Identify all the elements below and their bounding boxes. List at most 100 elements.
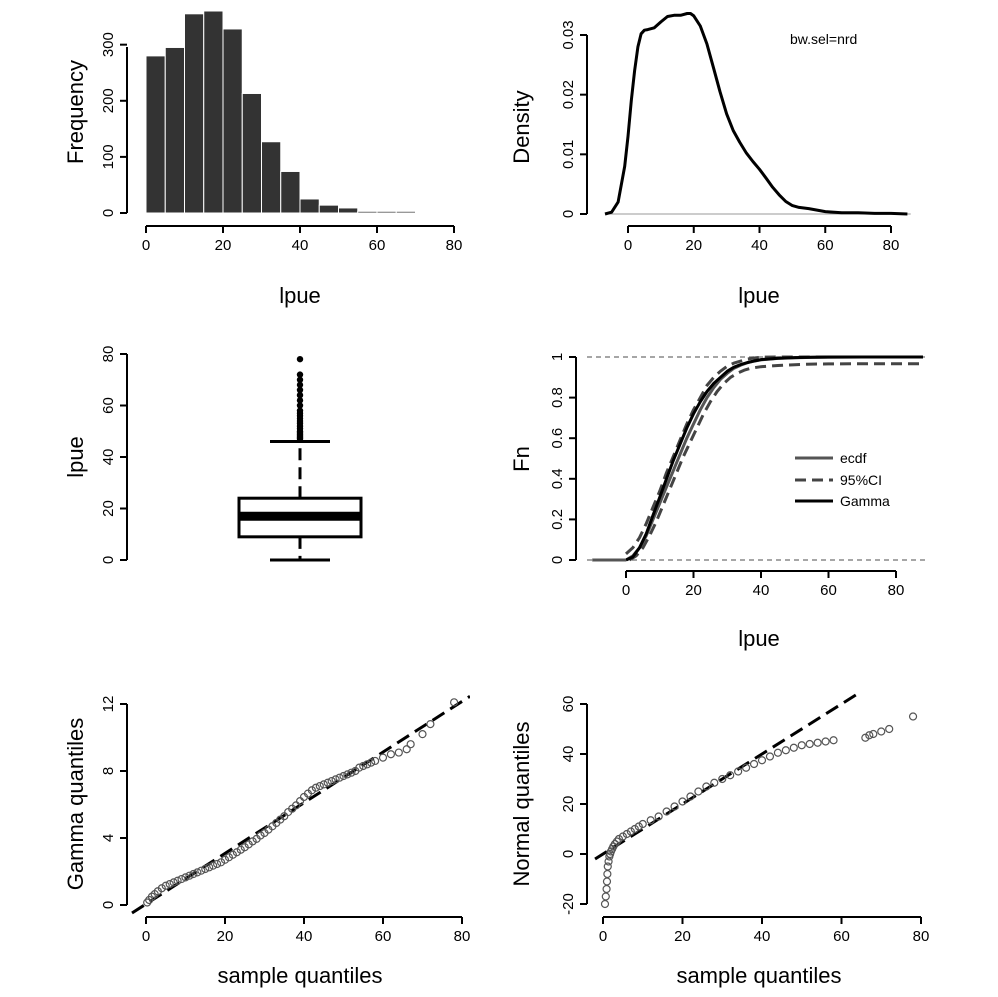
boxplot-panel: 0 20 40 60 80 lpue bbox=[63, 346, 363, 564]
outlier-point bbox=[296, 397, 304, 404]
y-tick-label: 40 bbox=[560, 746, 577, 763]
y-tick-label: 0 bbox=[549, 556, 566, 564]
x-tick-label: 60 bbox=[817, 237, 834, 254]
qq-point bbox=[343, 770, 352, 779]
histogram-bar bbox=[145, 55, 166, 214]
qq-point bbox=[757, 756, 767, 765]
x-tick-label: 0 bbox=[142, 928, 150, 945]
y-tick-label: 100 bbox=[100, 144, 117, 169]
y-tick-label: 60 bbox=[100, 397, 117, 414]
legend-label: Gamma bbox=[840, 493, 890, 509]
y-tick-label: 8 bbox=[100, 767, 117, 775]
qq-point bbox=[601, 892, 610, 901]
qq-point bbox=[789, 743, 798, 752]
qq-point bbox=[686, 792, 695, 801]
qq-point bbox=[147, 892, 157, 901]
qq-point bbox=[209, 861, 218, 870]
x-tick-label: 0 bbox=[599, 928, 607, 945]
qq-point bbox=[781, 746, 790, 755]
qq-point bbox=[371, 756, 380, 766]
histogram-bar bbox=[376, 210, 397, 214]
qq-point bbox=[603, 862, 612, 871]
normal-qq-panel: 0 20 40 60 80 -20 0 20 40 60 sample quantiles Norma… bbox=[509, 690, 929, 988]
qq-point bbox=[877, 727, 886, 736]
y-tick-label: 1 bbox=[549, 353, 566, 361]
qq-point bbox=[426, 719, 435, 729]
ecdf-series-solid-black bbox=[625, 355, 923, 562]
qq-point bbox=[749, 759, 759, 769]
x-tick-label: 60 bbox=[369, 237, 386, 254]
qq-point bbox=[394, 748, 403, 757]
density-curve bbox=[604, 12, 908, 216]
histogram-panel: 0 20 40 60 80 0 100 200 300 lpue Frequency bbox=[63, 10, 463, 308]
qq-point bbox=[773, 748, 783, 757]
qq-point bbox=[418, 730, 427, 739]
y-tick-label: 0.4 bbox=[549, 468, 566, 489]
qq-point bbox=[797, 741, 806, 750]
y-tick-label: -20 bbox=[560, 893, 577, 915]
qq-point bbox=[726, 771, 735, 780]
legend-label: ecdf bbox=[840, 450, 867, 466]
qq-point bbox=[347, 768, 356, 777]
y-axis-title: Gamma quantiles bbox=[63, 718, 88, 890]
qq-point bbox=[610, 839, 620, 849]
qq-point bbox=[173, 876, 182, 885]
qq-point bbox=[604, 857, 613, 866]
qq-point bbox=[197, 866, 206, 875]
x-tick-label: 20 bbox=[674, 928, 691, 945]
x-tick-label: 0 bbox=[622, 582, 630, 599]
qq-point bbox=[181, 873, 190, 882]
x-tick-label: 0 bbox=[624, 237, 632, 254]
y-tick-label: 300 bbox=[100, 32, 117, 57]
y-tick-label: 0.2 bbox=[549, 509, 566, 530]
x-tick-label: 20 bbox=[217, 928, 234, 945]
x-tick-label: 40 bbox=[296, 928, 313, 945]
qq-point bbox=[201, 864, 210, 874]
y-tick-label: 0 bbox=[100, 901, 117, 909]
y-tick-label: 0.8 bbox=[549, 387, 566, 408]
outlier-point bbox=[296, 376, 304, 383]
qq-point bbox=[193, 868, 202, 877]
y-tick-label: 0.03 bbox=[560, 20, 577, 49]
y-tick-label: 0 bbox=[560, 210, 577, 218]
y-axis-title: Density bbox=[509, 90, 534, 163]
histogram-bar bbox=[164, 46, 185, 214]
y-tick-label: 40 bbox=[100, 449, 117, 466]
gamma-qq-panel: 0 20 40 60 80 0 4 8 12 sample quantiles Gamma quan… bbox=[63, 695, 471, 988]
qq-point bbox=[600, 899, 610, 909]
y-tick-label: 4 bbox=[100, 834, 117, 842]
qq-point bbox=[311, 783, 320, 792]
qq-point bbox=[143, 898, 152, 907]
x-tick-label: 40 bbox=[753, 582, 770, 599]
qq-point bbox=[367, 758, 376, 767]
outlier-point bbox=[296, 355, 304, 363]
x-axis-title: sample quantiles bbox=[217, 963, 382, 988]
x-tick-label: 80 bbox=[446, 237, 463, 254]
x-axis-title: lpue bbox=[738, 626, 780, 651]
histogram-bar bbox=[415, 211, 436, 214]
qq-point bbox=[450, 698, 459, 707]
qq-point bbox=[359, 761, 368, 771]
qq-point bbox=[829, 736, 838, 745]
x-tick-label: 40 bbox=[751, 237, 768, 254]
y-tick-label: 20 bbox=[100, 500, 117, 517]
histogram-bar bbox=[395, 210, 416, 214]
histogram-bar bbox=[299, 198, 320, 214]
x-tick-label: 40 bbox=[754, 928, 771, 945]
x-tick-label: 80 bbox=[454, 928, 471, 945]
x-tick-label: 20 bbox=[685, 582, 702, 599]
ecdf-series-solid-gray bbox=[625, 355, 923, 562]
ecdf-panel: 0 20 40 60 80 0 0.2 0.4 0.6 0.8 1 ecdf 95%CI Gamma lpu… bbox=[509, 353, 926, 651]
histogram-bar bbox=[280, 170, 301, 214]
qq-point bbox=[213, 859, 222, 869]
x-tick-label: 40 bbox=[292, 237, 309, 254]
histogram-bar bbox=[357, 210, 378, 214]
qq-point bbox=[335, 773, 344, 782]
density-panel: 0 20 40 60 80 0 0.01 0.02 0.03 bw.sel=nrd lpue Dens… bbox=[509, 12, 911, 308]
qq-point bbox=[821, 737, 830, 746]
qq-point bbox=[813, 738, 822, 747]
outlier-point bbox=[296, 381, 304, 389]
histogram-bar bbox=[203, 10, 224, 214]
outlier-point bbox=[296, 402, 304, 409]
